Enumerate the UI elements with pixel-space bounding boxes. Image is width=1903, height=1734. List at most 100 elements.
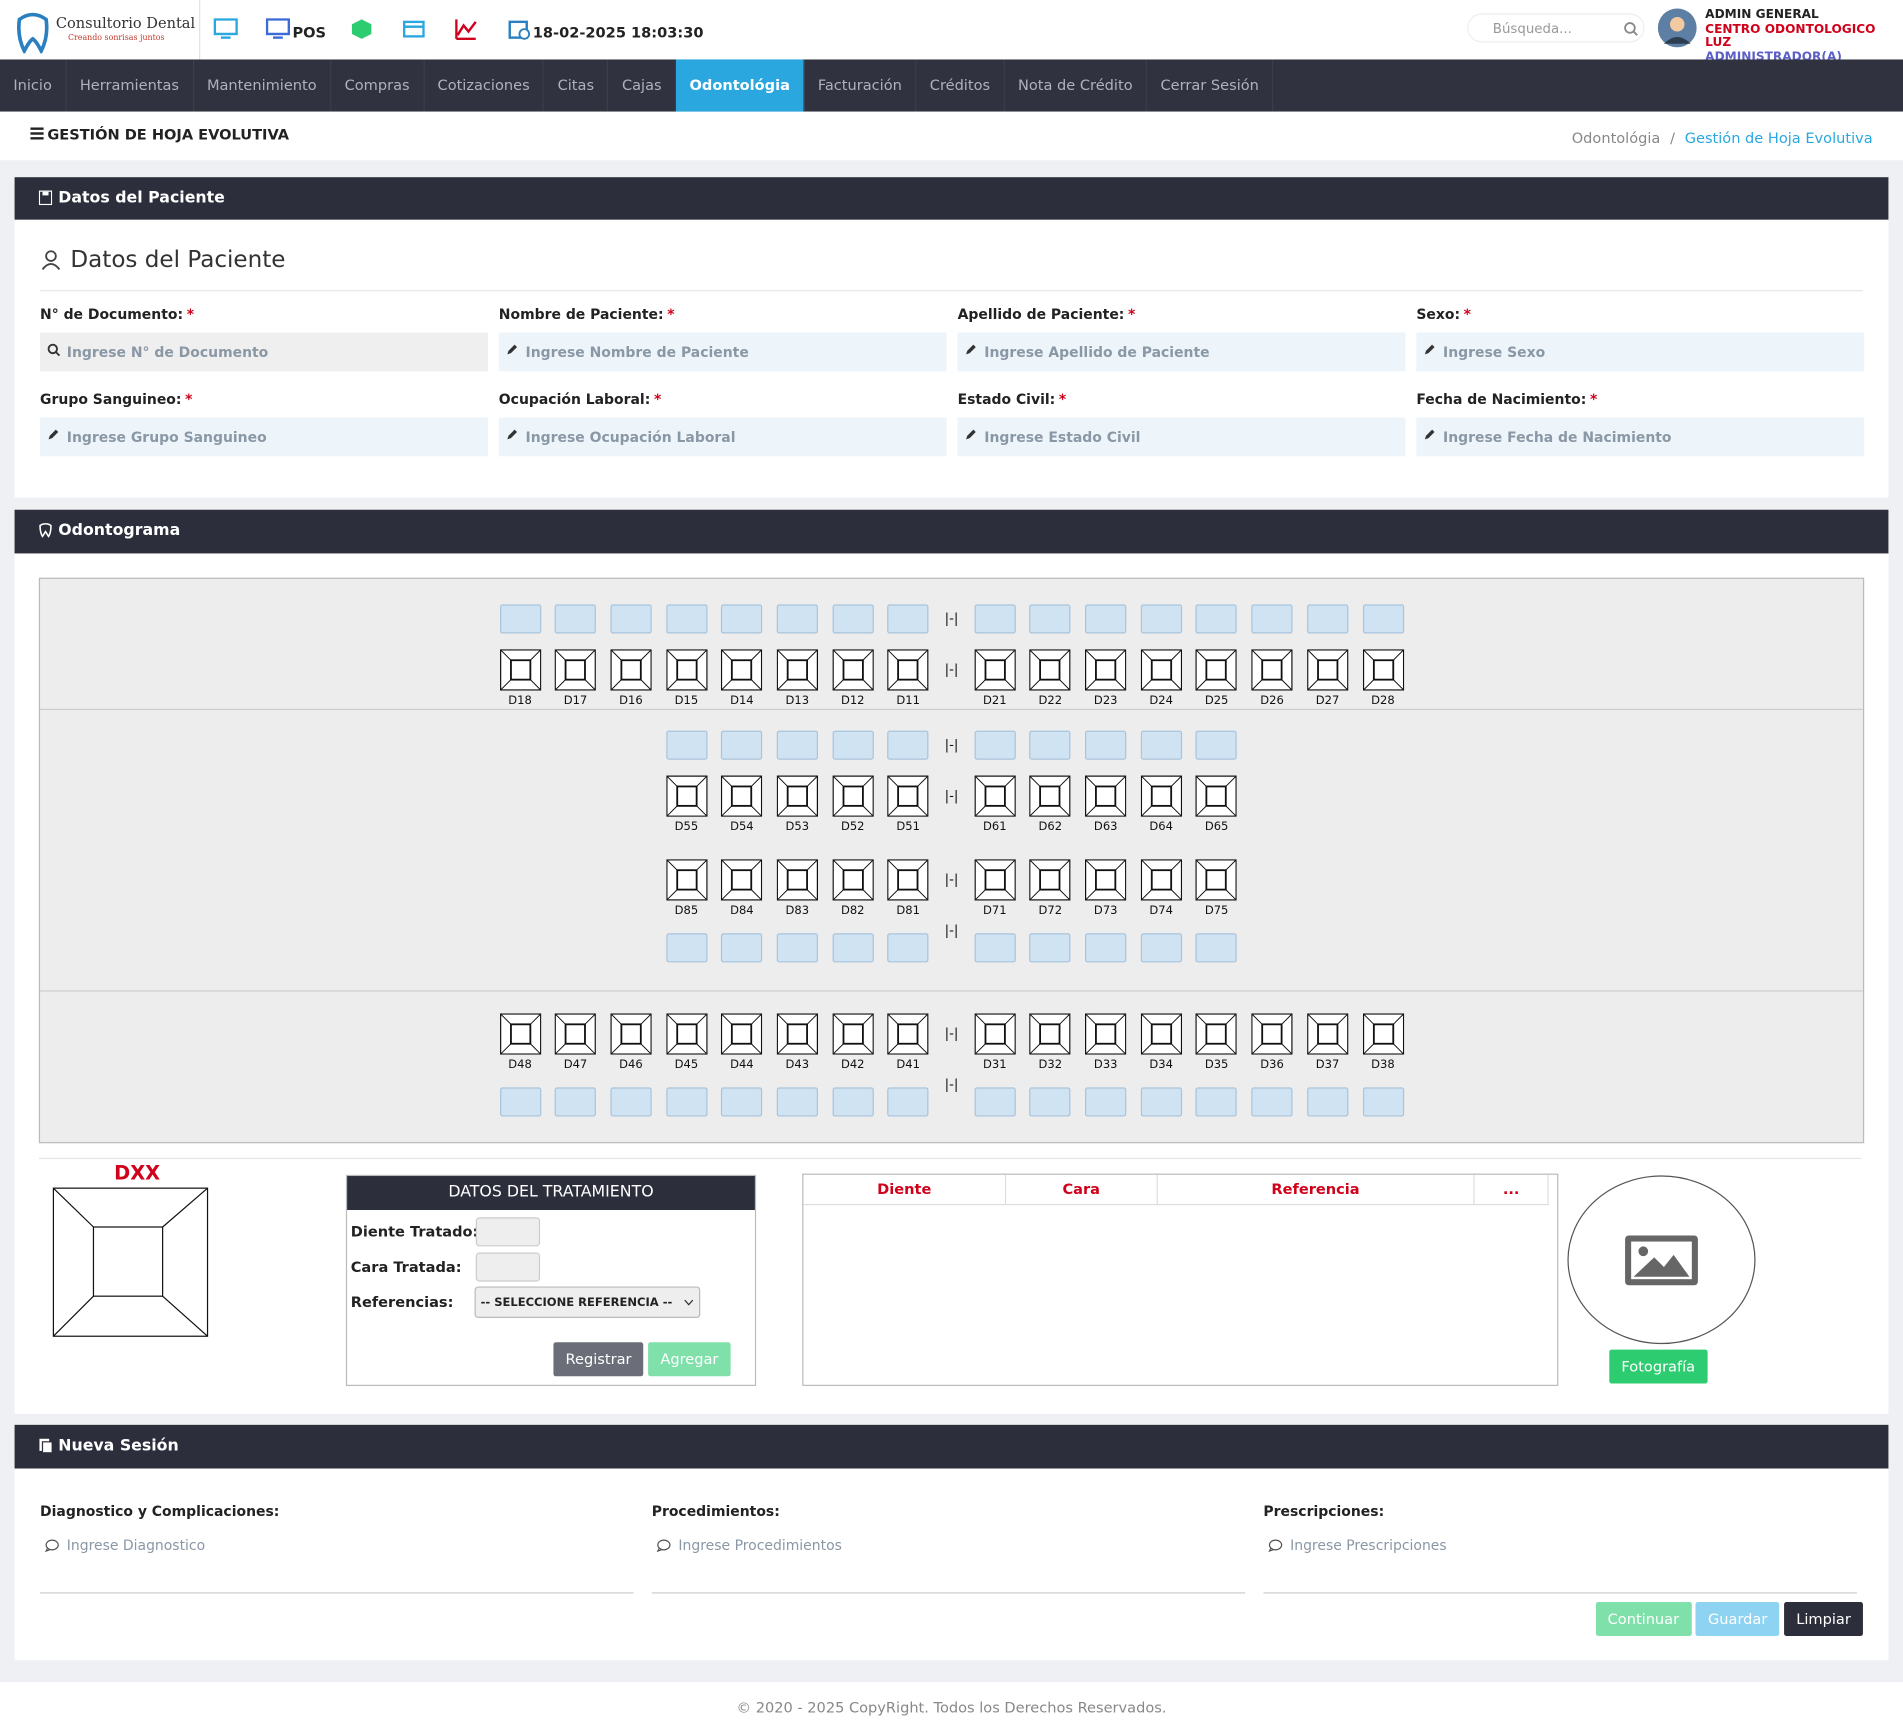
avatar[interactable]	[1657, 8, 1697, 48]
text-input[interactable]: Ingrese Grupo Sanguineo	[40, 417, 488, 457]
tooth-note-box[interactable]	[1085, 730, 1127, 760]
tooth-note-box[interactable]	[776, 933, 818, 963]
text-input[interactable]: Ingrese Nombre de Paciente	[498, 332, 947, 372]
tooth-note-box[interactable]	[776, 730, 818, 760]
tooth-note-box[interactable]	[554, 1087, 597, 1117]
textarea[interactable]: Ingrese Diagnostico	[40, 1529, 634, 1594]
tooth-shape[interactable]	[776, 1013, 818, 1055]
tooth-note-box[interactable]	[1085, 933, 1127, 963]
monitor-icon[interactable]	[213, 18, 238, 40]
tooth-shape[interactable]	[665, 649, 708, 691]
tooth-note-box[interactable]	[974, 1087, 1016, 1117]
nav-item[interactable]: Cotizaciones	[424, 59, 545, 112]
textarea[interactable]: Ingrese Prescripciones	[1263, 1529, 1857, 1594]
textarea[interactable]: Ingrese Procedimientos	[651, 1529, 1246, 1594]
box-icon[interactable]	[351, 18, 373, 40]
tooth-note-box[interactable]	[665, 604, 708, 634]
tooth-note-box[interactable]	[554, 604, 597, 634]
tooth-diagram[interactable]	[52, 1187, 210, 1339]
tooth-note-box[interactable]	[832, 604, 874, 634]
tooth-note-box[interactable]	[1085, 1087, 1127, 1117]
tooth-note-box[interactable]	[887, 730, 929, 760]
tooth-note-box[interactable]	[1140, 604, 1182, 634]
nav-item[interactable]: Compras	[331, 59, 425, 112]
nav-item[interactable]: Nota de Crédito	[1005, 59, 1148, 112]
tooth-note-box[interactable]	[1195, 1087, 1238, 1117]
tooth-note-box[interactable]	[1140, 730, 1182, 760]
tooth-shape[interactable]	[974, 775, 1016, 817]
tooth-note-box[interactable]	[1029, 730, 1071, 760]
tooth-shape[interactable]	[721, 649, 763, 691]
tooth-shape[interactable]	[776, 649, 818, 691]
tooth-note-box[interactable]	[1195, 730, 1238, 760]
nav-item[interactable]: Créditos	[916, 59, 1005, 112]
tooth-shape[interactable]	[1029, 775, 1071, 817]
tooth-shape[interactable]	[776, 859, 818, 901]
pos-icon[interactable]	[265, 18, 291, 40]
tooth-input[interactable]	[475, 1217, 541, 1247]
register-button[interactable]: Registrar	[553, 1342, 644, 1377]
tooth-note-box[interactable]	[1251, 1087, 1293, 1117]
tooth-shape[interactable]	[499, 649, 541, 691]
tooth-note-box[interactable]	[887, 933, 929, 963]
card-icon[interactable]	[402, 20, 425, 38]
breadcrumb-item[interactable]: Odontológia	[1571, 129, 1661, 147]
tooth-note-box[interactable]	[499, 1087, 541, 1117]
tooth-shape[interactable]	[721, 1013, 763, 1055]
tooth-note-box[interactable]	[1195, 933, 1238, 963]
tooth-shape[interactable]	[1362, 649, 1404, 691]
add-button[interactable]: Agregar	[648, 1342, 731, 1377]
tooth-note-box[interactable]	[974, 730, 1016, 760]
tooth-note-box[interactable]	[1306, 604, 1349, 634]
tooth-shape[interactable]	[1140, 775, 1182, 817]
nav-item[interactable]: Cajas	[609, 59, 677, 112]
nav-item[interactable]: Mantenimiento	[194, 59, 332, 112]
tooth-shape[interactable]	[1140, 859, 1182, 901]
reference-select[interactable]: -- SELECCIONE REFERENCIA --	[474, 1286, 701, 1319]
tooth-note-box[interactable]	[721, 1087, 763, 1117]
tooth-note-box[interactable]	[1085, 604, 1127, 634]
text-input[interactable]: Ingrese Fecha de Nacimiento	[1416, 417, 1865, 457]
tooth-shape[interactable]	[665, 859, 708, 901]
tooth-note-box[interactable]	[776, 1087, 818, 1117]
chart-icon[interactable]	[455, 18, 477, 41]
tooth-note-box[interactable]	[1362, 1087, 1404, 1117]
tooth-note-box[interactable]	[721, 933, 763, 963]
tooth-note-box[interactable]	[974, 933, 1016, 963]
continue-button[interactable]: Continuar	[1595, 1602, 1692, 1637]
tooth-note-box[interactable]	[610, 604, 652, 634]
tooth-note-box[interactable]	[1029, 1087, 1071, 1117]
tooth-shape[interactable]	[554, 649, 597, 691]
tooth-note-box[interactable]	[1140, 1087, 1182, 1117]
tooth-note-box[interactable]	[832, 730, 874, 760]
tooth-note-box[interactable]	[1195, 604, 1238, 634]
tooth-shape[interactable]	[832, 1013, 874, 1055]
tooth-shape[interactable]	[832, 649, 874, 691]
tooth-note-box[interactable]	[887, 604, 929, 634]
tooth-shape[interactable]	[1140, 1013, 1182, 1055]
tooth-note-box[interactable]	[1140, 933, 1182, 963]
tooth-shape[interactable]	[974, 1013, 1016, 1055]
tooth-note-box[interactable]	[665, 730, 708, 760]
tooth-shape[interactable]	[665, 775, 708, 817]
text-input[interactable]: Ingrese Apellido de Paciente	[957, 332, 1406, 372]
tooth-shape[interactable]	[832, 859, 874, 901]
tooth-shape[interactable]	[721, 775, 763, 817]
tooth-note-box[interactable]	[832, 1087, 874, 1117]
tooth-shape[interactable]	[887, 775, 929, 817]
pos-link[interactable]: POS	[292, 24, 327, 42]
save-button[interactable]: Guardar	[1695, 1602, 1780, 1637]
tooth-note-box[interactable]	[1029, 933, 1071, 963]
tooth-note-box[interactable]	[832, 933, 874, 963]
tooth-shape[interactable]	[1085, 649, 1127, 691]
tooth-note-box[interactable]	[499, 604, 541, 634]
tooth-shape[interactable]	[1085, 1013, 1127, 1055]
tooth-shape[interactable]	[1195, 859, 1238, 901]
nav-item[interactable]: Citas	[544, 59, 609, 112]
tooth-shape[interactable]	[499, 1013, 541, 1055]
nav-item[interactable]: Inicio	[0, 59, 67, 112]
tooth-note-box[interactable]	[665, 1087, 708, 1117]
face-input[interactable]	[475, 1252, 541, 1282]
photo-button[interactable]: Fotografía	[1609, 1349, 1708, 1384]
text-input[interactable]: Ingrese Sexo	[1416, 332, 1865, 372]
